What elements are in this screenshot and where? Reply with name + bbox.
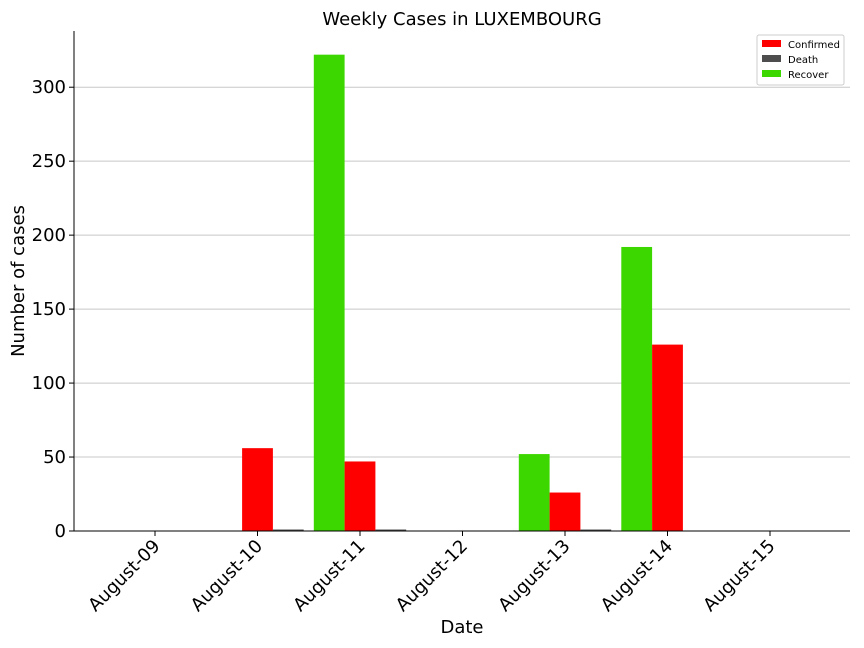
x-tick-label: August-15 [699,536,779,616]
y-tick-label: 150 [32,299,66,320]
x-tick-label: August-12 [392,536,472,616]
bar-confirmed-august-10 [242,448,273,531]
bars [242,54,683,532]
x-tick-label: August-09 [84,536,164,616]
bar-death-august-10 [272,529,304,531]
x-tick-label: August-14 [597,536,677,616]
y-axis-label: Number of cases [8,205,29,357]
bar-confirmed-august-14 [652,344,683,531]
bar-recover-august-11 [313,54,345,531]
chart-title: Weekly Cases in LUXEMBOURG [322,9,601,30]
y-tick-label: 0 [55,521,66,542]
y-tick-label: 100 [32,373,66,394]
x-tick-label: August-10 [187,536,267,616]
legend-label-recover: Recover [788,70,829,81]
y-ticks: 0 50 100 150 200 250 300 [32,77,74,542]
legend: Confirmed Death Recover [756,34,845,86]
legend-label-death: Death [788,55,818,66]
bar-recover-august-14 [621,246,653,532]
y-tick-label: 250 [32,151,66,172]
legend-swatch-death [762,55,781,62]
bar-death-august-13 [580,529,612,531]
x-tick-label: August-11 [289,536,369,616]
y-tick-label: 50 [43,447,66,468]
y-tick-label: 200 [32,225,66,246]
axes [73,31,850,532]
bar-death-august-11 [375,529,407,531]
legend-swatch-confirmed [762,40,781,47]
y-tick-label: 300 [32,77,66,98]
x-axis-label: Date [440,617,483,638]
bar-confirmed-august-13 [549,492,581,531]
grid-lines [74,86,850,458]
bar-recover-august-13 [518,454,550,531]
x-tick-label: August-13 [494,536,574,616]
legend-swatch-recover [762,70,781,77]
bar-confirmed-august-11 [344,461,376,531]
legend-label-confirmed: Confirmed [788,40,840,51]
x-ticks: August-09 August-10 August-11 August-12 Augu… [84,531,780,616]
